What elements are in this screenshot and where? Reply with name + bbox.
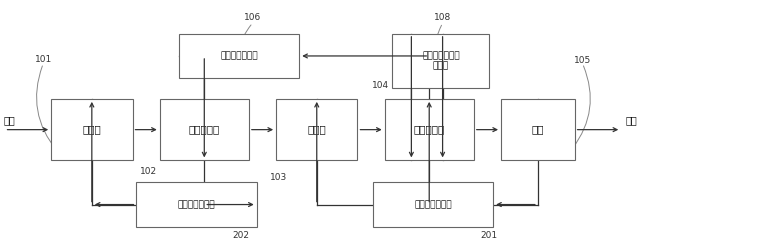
Text: 厌氧槽: 厌氧槽 [82,125,101,135]
FancyBboxPatch shape [501,99,575,160]
Text: 103: 103 [270,173,287,182]
Text: 进水: 进水 [3,115,15,125]
Text: 第三污泥回流管: 第三污泥回流管 [414,200,452,209]
Text: 第一污泥回流管: 第一污泥回流管 [221,51,258,61]
Text: 201: 201 [481,231,498,240]
Text: 第四污泥回流管: 第四污泥回流管 [178,200,215,209]
FancyBboxPatch shape [179,34,299,78]
Text: 105: 105 [573,56,591,65]
Text: 101: 101 [35,55,52,64]
FancyBboxPatch shape [276,99,357,160]
FancyBboxPatch shape [392,34,490,88]
FancyBboxPatch shape [385,99,474,160]
FancyBboxPatch shape [137,183,256,227]
Text: 出水: 出水 [625,115,637,125]
Text: 104: 104 [372,81,389,90]
Text: 膜槽: 膜槽 [531,125,544,135]
Text: 好氧槽: 好氧槽 [308,125,326,135]
Text: 106: 106 [244,13,261,22]
FancyBboxPatch shape [160,99,249,160]
Text: 第一兼氧槽: 第一兼氧槽 [189,125,220,135]
FancyBboxPatch shape [51,99,133,160]
Text: 202: 202 [232,231,249,240]
Text: 102: 102 [140,167,157,176]
Text: 第二兼氧槽: 第二兼氧槽 [413,125,445,135]
Text: 碳源及金属盐添
加装置: 碳源及金属盐添 加装置 [422,51,460,71]
FancyBboxPatch shape [373,183,493,227]
Text: 108: 108 [434,13,451,22]
